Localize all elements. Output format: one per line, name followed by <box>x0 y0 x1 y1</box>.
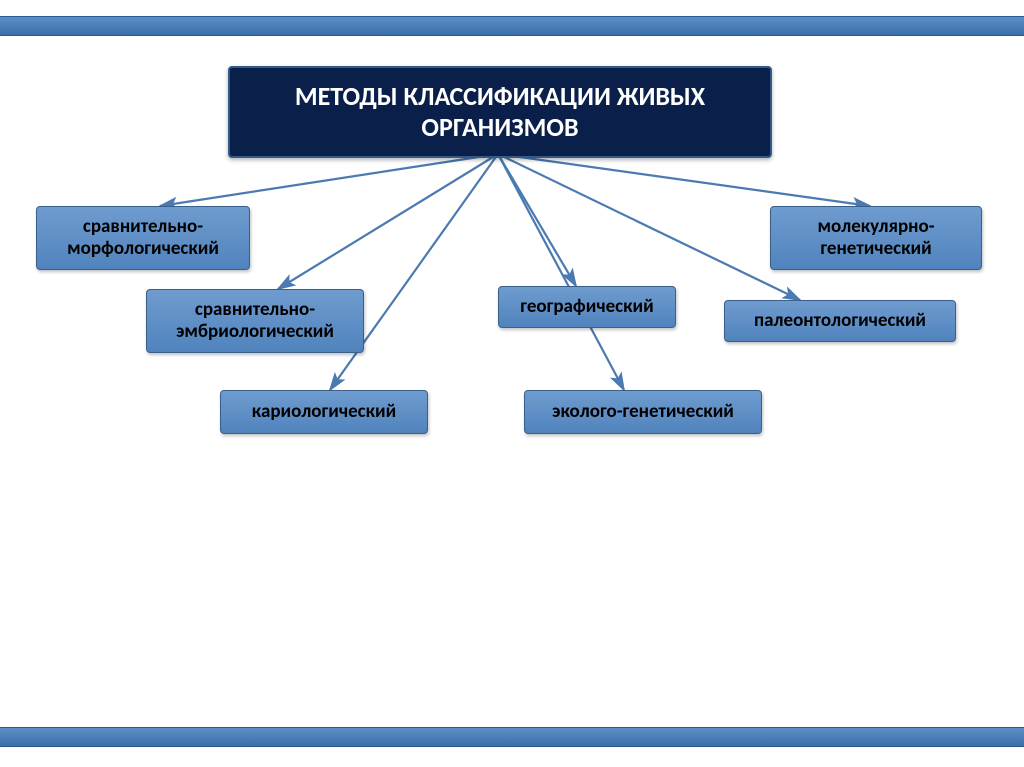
method-node-label: эколого-генетический <box>552 401 734 423</box>
method-node: сравнительно-морфологический <box>36 206 250 270</box>
method-node: кариологический <box>220 390 428 434</box>
title-text: МЕТОДЫ КЛАССИФИКАЦИИ ЖИВЫХ ОРГАНИЗМОВ <box>230 81 770 143</box>
method-node-label: сравнительно-эмбриологический <box>153 299 357 343</box>
bottom-bar <box>0 727 1024 747</box>
top-bar <box>0 16 1024 36</box>
method-node-label: молекулярно-генетический <box>777 216 975 260</box>
connector-arrow <box>498 154 870 206</box>
connector-arrow <box>498 154 576 286</box>
connector-arrow <box>498 154 624 390</box>
connector-arrow <box>330 154 498 390</box>
connector-arrow <box>278 154 498 289</box>
method-node-label: сравнительно-морфологический <box>43 216 243 260</box>
method-node: эколого-генетический <box>524 390 762 434</box>
method-node-label: кариологический <box>252 401 396 423</box>
method-node: географический <box>498 286 676 328</box>
method-node-label: палеонтологический <box>754 310 926 332</box>
connector-arrow <box>498 154 800 300</box>
method-node-label: географический <box>520 296 653 318</box>
connector-arrow <box>160 154 498 206</box>
method-node: сравнительно-эмбриологический <box>146 289 364 353</box>
title-box: МЕТОДЫ КЛАССИФИКАЦИИ ЖИВЫХ ОРГАНИЗМОВ <box>228 66 772 158</box>
method-node: молекулярно-генетический <box>770 206 982 270</box>
method-node: палеонтологический <box>724 300 956 342</box>
